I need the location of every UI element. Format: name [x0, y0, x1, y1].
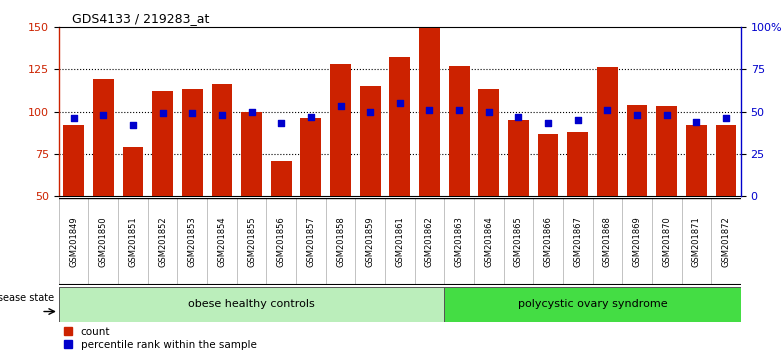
Bar — [626, 105, 648, 196]
Point — [216, 112, 228, 118]
Bar — [508, 120, 529, 196]
Point — [67, 115, 80, 121]
Text: GSM201871: GSM201871 — [692, 216, 701, 267]
Bar — [93, 79, 114, 196]
Text: GSM201857: GSM201857 — [307, 216, 315, 267]
Text: GSM201856: GSM201856 — [277, 216, 285, 267]
Text: GSM201853: GSM201853 — [187, 216, 197, 267]
Bar — [360, 86, 380, 196]
Point — [690, 119, 702, 125]
Bar — [597, 67, 618, 196]
Bar — [64, 125, 84, 196]
Point — [423, 107, 436, 113]
Bar — [716, 125, 736, 196]
Point — [453, 107, 466, 113]
Text: GSM201852: GSM201852 — [158, 216, 167, 267]
Text: GDS4133 / 219283_at: GDS4133 / 219283_at — [72, 12, 210, 25]
Point — [334, 104, 347, 109]
Text: GSM201850: GSM201850 — [99, 216, 107, 267]
Point — [512, 114, 524, 119]
Text: GSM201867: GSM201867 — [573, 216, 583, 267]
Bar — [182, 90, 202, 196]
Point — [631, 112, 644, 118]
Text: obese healthy controls: obese healthy controls — [188, 299, 315, 309]
Point — [156, 110, 169, 116]
Point — [186, 110, 198, 116]
Bar — [568, 132, 588, 196]
Text: GSM201868: GSM201868 — [603, 216, 612, 267]
Bar — [152, 91, 173, 196]
Point — [305, 114, 318, 119]
Point — [127, 122, 140, 128]
Text: GSM201865: GSM201865 — [514, 216, 523, 267]
Point — [720, 115, 732, 121]
Text: GSM201862: GSM201862 — [425, 216, 434, 267]
Point — [364, 109, 376, 114]
Legend: count, percentile rank within the sample: count, percentile rank within the sample — [64, 326, 256, 350]
Point — [275, 121, 288, 126]
Point — [394, 100, 406, 106]
Bar — [656, 107, 677, 196]
Text: GSM201858: GSM201858 — [336, 216, 345, 267]
Point — [601, 107, 614, 113]
Bar — [538, 133, 558, 196]
Text: GSM201849: GSM201849 — [69, 216, 78, 267]
Point — [245, 109, 258, 114]
Bar — [478, 90, 499, 196]
Bar — [448, 65, 470, 196]
Bar — [390, 57, 410, 196]
Text: GSM201861: GSM201861 — [395, 216, 405, 267]
Point — [572, 117, 584, 123]
Bar — [59, 287, 445, 322]
Text: GSM201859: GSM201859 — [365, 216, 375, 267]
Text: GSM201854: GSM201854 — [217, 216, 227, 267]
Bar — [241, 112, 262, 196]
Text: GSM201863: GSM201863 — [455, 216, 463, 267]
Bar — [419, 28, 440, 196]
Bar — [330, 64, 351, 196]
Text: disease state: disease state — [0, 293, 54, 303]
Point — [660, 112, 673, 118]
Text: GSM201855: GSM201855 — [247, 216, 256, 267]
Bar — [212, 84, 232, 196]
Bar — [445, 287, 741, 322]
Text: GSM201869: GSM201869 — [633, 216, 641, 267]
Text: polycystic ovary syndrome: polycystic ovary syndrome — [517, 299, 667, 309]
Text: GSM201872: GSM201872 — [721, 216, 731, 267]
Point — [482, 109, 495, 114]
Bar — [270, 161, 292, 196]
Text: GSM201864: GSM201864 — [485, 216, 493, 267]
Bar — [300, 118, 321, 196]
Point — [542, 121, 554, 126]
Text: GSM201866: GSM201866 — [543, 216, 553, 267]
Point — [97, 112, 110, 118]
Text: GSM201851: GSM201851 — [129, 216, 137, 267]
Text: GSM201870: GSM201870 — [662, 216, 671, 267]
Bar — [122, 147, 143, 196]
Bar — [686, 125, 706, 196]
